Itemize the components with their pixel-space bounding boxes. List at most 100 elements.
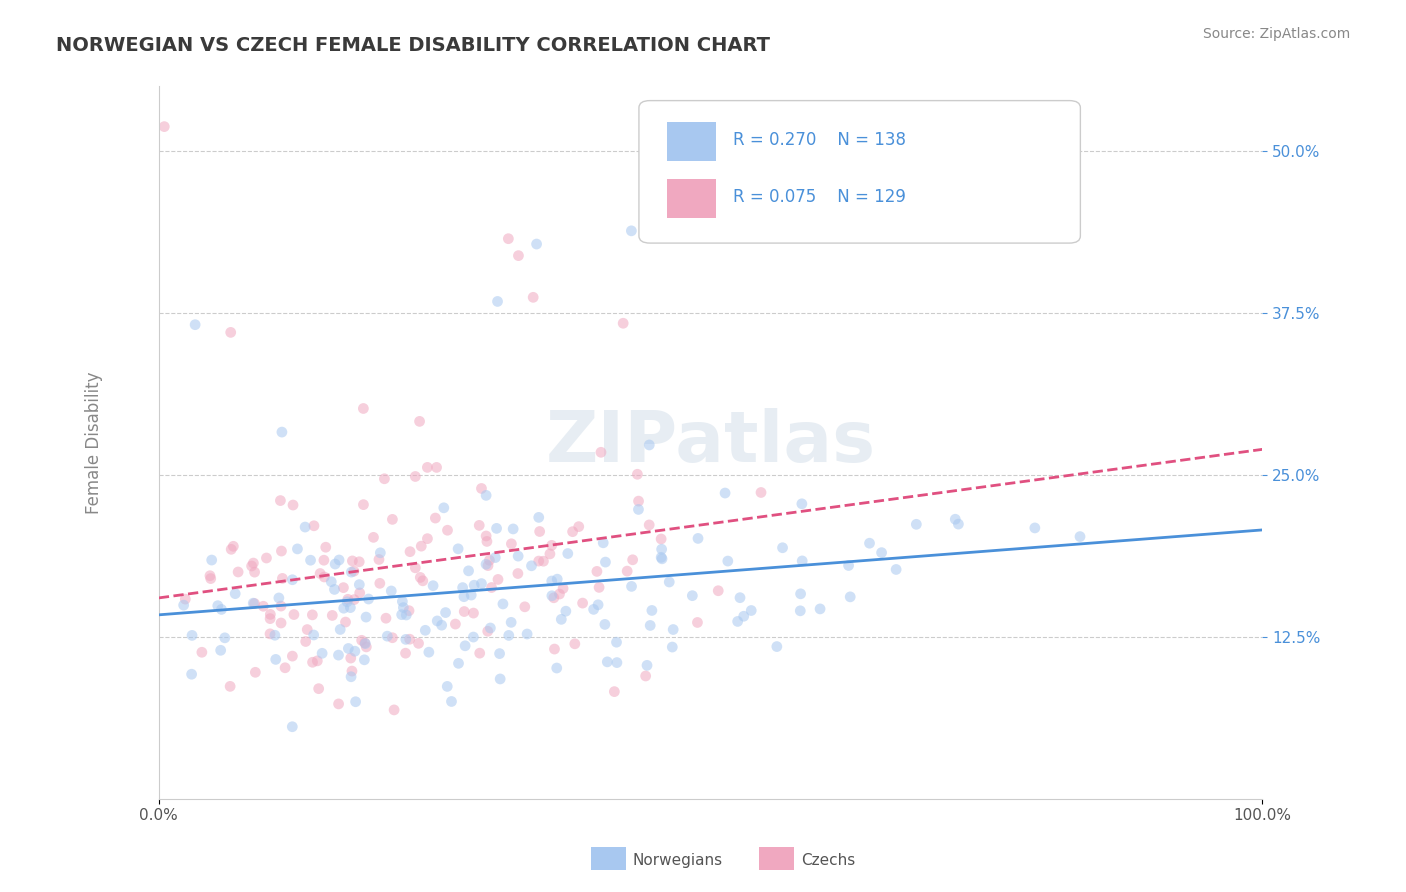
Point <box>540 574 562 588</box>
Point <box>636 658 658 673</box>
Point <box>307 654 329 668</box>
Point <box>475 558 498 572</box>
Point <box>373 472 395 486</box>
Point <box>354 610 377 624</box>
Point <box>219 542 242 557</box>
Point <box>492 597 515 611</box>
Point <box>790 497 813 511</box>
Point <box>470 576 492 591</box>
Point <box>1024 521 1046 535</box>
Point <box>529 524 551 539</box>
Text: R = 0.270    N = 138: R = 0.270 N = 138 <box>733 131 905 149</box>
Point <box>242 556 264 570</box>
Point <box>287 541 309 556</box>
Point <box>264 628 287 642</box>
Point <box>444 617 467 632</box>
Point <box>447 541 470 556</box>
Point <box>434 606 457 620</box>
Point <box>394 646 416 660</box>
Point <box>340 664 363 678</box>
Point <box>344 695 367 709</box>
Point <box>392 600 415 615</box>
Point <box>772 541 794 555</box>
Point <box>595 555 617 569</box>
Point <box>281 649 304 664</box>
Point <box>375 611 398 625</box>
Point <box>475 488 498 502</box>
Point <box>356 640 378 654</box>
Point <box>339 651 361 665</box>
Point <box>498 628 520 642</box>
Point <box>488 647 510 661</box>
FancyBboxPatch shape <box>638 101 1080 244</box>
Point <box>381 631 404 645</box>
Point <box>422 579 444 593</box>
Point <box>749 485 772 500</box>
Point <box>740 603 762 617</box>
Point <box>347 555 370 569</box>
Point <box>454 639 477 653</box>
Text: R = 0.075    N = 129: R = 0.075 N = 129 <box>733 188 905 206</box>
Point <box>463 630 485 644</box>
Point <box>588 581 610 595</box>
Point <box>153 120 176 134</box>
Point <box>337 641 360 656</box>
Point <box>792 554 814 568</box>
Point <box>409 570 432 584</box>
Point <box>398 632 420 647</box>
Point <box>501 615 523 630</box>
Point <box>336 595 359 609</box>
Point <box>271 425 294 439</box>
Point <box>858 536 880 550</box>
Point <box>301 655 323 669</box>
Point <box>641 603 664 617</box>
Point <box>486 573 509 587</box>
Point <box>596 655 619 669</box>
Point <box>686 532 709 546</box>
Point <box>533 554 555 568</box>
Point <box>380 584 402 599</box>
Point <box>714 486 737 500</box>
Point <box>426 614 449 628</box>
Point <box>211 602 233 616</box>
Point <box>308 681 330 696</box>
Point <box>727 615 749 629</box>
Point <box>658 574 681 589</box>
Point <box>336 592 359 607</box>
Point <box>267 591 290 605</box>
Point <box>294 634 316 648</box>
Point <box>426 460 449 475</box>
Point <box>350 633 373 648</box>
Point <box>256 551 278 566</box>
Point <box>332 601 354 615</box>
Point <box>370 546 392 560</box>
Point <box>270 615 292 630</box>
Point <box>180 667 202 681</box>
Point <box>411 539 433 553</box>
Point <box>219 679 242 693</box>
Text: Source: ZipAtlas.com: Source: ZipAtlas.com <box>1202 27 1350 41</box>
Point <box>281 720 304 734</box>
Point <box>838 558 860 573</box>
Point <box>620 579 643 593</box>
Point <box>198 568 221 582</box>
Point <box>638 438 661 452</box>
Point <box>201 553 224 567</box>
Point <box>681 589 703 603</box>
Point <box>650 550 672 565</box>
Point <box>652 130 675 145</box>
Point <box>586 565 609 579</box>
Point <box>447 657 470 671</box>
Point <box>412 574 434 588</box>
Point <box>463 578 485 592</box>
Point <box>342 554 364 568</box>
Point <box>501 537 523 551</box>
Point <box>717 554 740 568</box>
Point <box>662 623 685 637</box>
Point <box>477 624 499 639</box>
Point <box>463 606 485 620</box>
Point <box>302 518 325 533</box>
Point <box>274 661 297 675</box>
Point <box>502 522 524 536</box>
Point <box>323 582 346 597</box>
